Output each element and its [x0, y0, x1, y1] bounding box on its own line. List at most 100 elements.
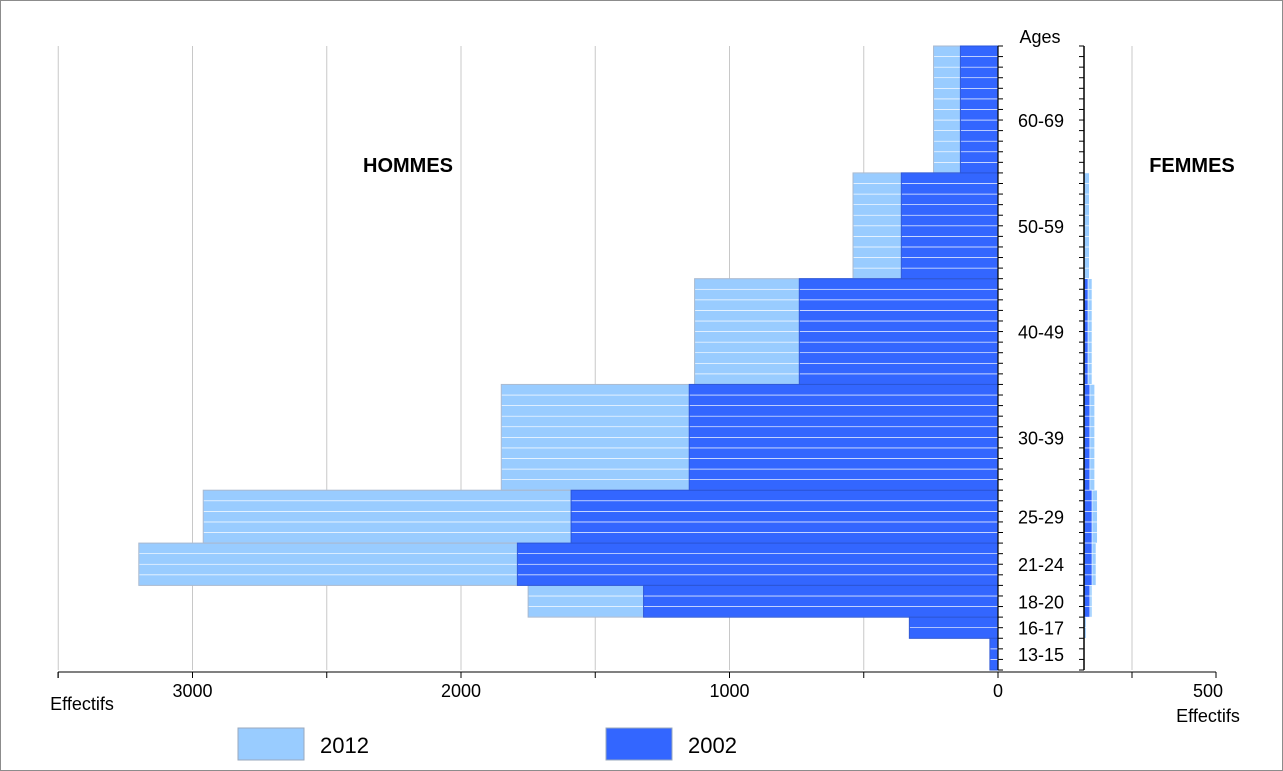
x-tick-label-hommes-1000: 1000: [709, 681, 749, 701]
bar-hommes-2002-age-66: [960, 98, 999, 110]
ages-axis-label: Ages: [1019, 27, 1060, 47]
bar-femmes-2012-age-57: [1083, 193, 1090, 205]
age-label-25-29: 25-29: [1018, 508, 1064, 528]
bars-2002: [516, 45, 1093, 671]
x-tick-label-hommes-3000: 3000: [172, 681, 212, 701]
bar-hommes-2002-age-70: [960, 56, 999, 68]
bar-hommes-2002-age-35: [688, 426, 999, 438]
bar-hommes-2002-age-24: [517, 542, 999, 554]
bar-hommes-2002-age-37: [688, 405, 999, 417]
bar-femmes-2012-age-58: [1083, 183, 1090, 195]
bar-femmes-2002-age-19: [1083, 595, 1091, 607]
bar-hommes-2002-age-52: [901, 246, 999, 258]
bar-hommes-2002-age-29: [570, 489, 999, 502]
bar-hommes-2002-age-22: [517, 563, 999, 576]
bar-hommes-2002-age-27: [570, 511, 999, 523]
age-label-16-17: 16-17: [1018, 619, 1064, 639]
legend-swatch-2012: [237, 727, 305, 761]
bar-hommes-2002-age-13: [989, 659, 999, 671]
bar-hommes-2002-age-40: [799, 373, 999, 385]
age-label-21-24: 21-24: [1018, 555, 1064, 575]
age-label-bg-25-29: [1004, 505, 1078, 528]
age-label-60-69: 60-69: [1018, 111, 1064, 131]
x-tick-label-hommes-2000: 2000: [441, 681, 481, 701]
bar-hommes-2002-age-64: [960, 119, 999, 131]
legend-label-2002: 2002: [688, 733, 737, 758]
x-axis-label-left: Effectifs: [50, 694, 114, 714]
bar-hommes-2002-age-62: [960, 140, 999, 153]
bar-hommes-2002-age-36: [688, 415, 999, 428]
bar-hommes-2002-age-58: [901, 183, 999, 195]
bar-femmes-2002-age-28: [1083, 500, 1093, 512]
bar-femmes-2002-age-32: [1083, 458, 1091, 470]
bar-hommes-2002-age-16: [909, 627, 999, 639]
bar-hommes-2002-age-34: [688, 437, 999, 449]
bar-femmes-2002-age-27: [1083, 511, 1093, 523]
age-label-bg-16-17: [1004, 616, 1078, 639]
bar-hommes-2002-age-23: [517, 553, 999, 565]
bar-femmes-2002-age-38: [1083, 394, 1091, 406]
bar-hommes-2002-age-59: [901, 172, 999, 184]
bar-hommes-2002-age-56: [901, 204, 999, 216]
bar-femmes-2002-age-29: [1083, 489, 1093, 502]
bar-femmes-2002-age-39: [1083, 384, 1091, 396]
bar-hommes-2002-age-15: [989, 637, 999, 650]
bar-femmes-2012-age-51: [1083, 257, 1090, 269]
age-label-bg-18-20: [1004, 590, 1078, 613]
bar-femmes-2002-age-36: [1083, 415, 1091, 428]
x-axis-label-right: Effectifs: [1176, 706, 1240, 726]
x-tick-label-hommes-0: 0: [993, 681, 1003, 701]
bar-hommes-2002-age-39: [688, 384, 999, 396]
bar-femmes-2002-age-30: [1083, 479, 1091, 491]
bar-hommes-2002-age-54: [901, 225, 999, 237]
bar-femmes-2002-age-20: [1083, 585, 1091, 597]
bar-hommes-2002-age-50: [901, 267, 999, 279]
bar-femmes-2012-age-56: [1083, 204, 1090, 216]
axes-layer: [57, 45, 1217, 678]
age-label-bg-13-15: [1004, 643, 1078, 666]
bar-hommes-2002-age-26: [570, 521, 999, 533]
bar-femmes-2012-age-52: [1083, 246, 1090, 258]
age-label-18-20: 18-20: [1018, 592, 1064, 612]
bar-femmes-2012-age-50: [1083, 267, 1090, 279]
bar-femmes-2012-age-54: [1083, 225, 1090, 237]
age-label-bg-50-59: [1004, 214, 1078, 237]
bar-hommes-2002-age-17: [909, 616, 999, 628]
hommes-title: HOMMES: [363, 155, 453, 177]
bar-femmes-2002-age-21: [1083, 574, 1093, 586]
bar-hommes-2002-age-33: [688, 447, 999, 459]
bar-femmes-2002-age-24: [1083, 542, 1093, 554]
bar-femmes-2002-age-18: [1083, 606, 1091, 618]
bar-hommes-2002-age-48: [799, 288, 999, 301]
bar-femmes-2012-age-53: [1083, 236, 1090, 248]
age-label-13-15: 13-15: [1018, 645, 1064, 665]
bar-femmes-2002-age-34: [1083, 437, 1091, 449]
bar-hommes-2002-age-53: [901, 236, 999, 248]
bar-femmes-2002-age-26: [1083, 521, 1093, 533]
bar-hommes-2002-age-31: [688, 468, 999, 480]
bar-hommes-2002-age-51: [901, 257, 999, 269]
bar-femmes-2002-age-22: [1083, 563, 1093, 576]
bar-femmes-2002-age-33: [1083, 447, 1091, 459]
bar-femmes-2002-age-25: [1083, 532, 1093, 544]
bar-hommes-2002-age-20: [643, 585, 999, 597]
bar-hommes-2002-age-25: [570, 532, 999, 544]
bar-femmes-2012-age-55: [1083, 214, 1090, 227]
age-label-bg-40-49: [1004, 320, 1078, 343]
bar-hommes-2002-age-18: [643, 606, 999, 618]
bar-hommes-2002-age-41: [799, 362, 999, 375]
age-label-bg-60-69: [1004, 109, 1078, 132]
bar-hommes-2002-age-32: [688, 458, 999, 470]
bar-hommes-2002-age-43: [799, 341, 999, 354]
legend-swatch-2002: [605, 727, 673, 761]
bar-hommes-2002-age-47: [799, 299, 999, 311]
bar-femmes-2012-age-59: [1083, 172, 1090, 184]
bar-hommes-2002-age-38: [688, 394, 999, 406]
legend: 2012 2002: [237, 727, 737, 761]
bar-hommes-2002-age-28: [570, 500, 999, 512]
bar-femmes-2002-age-23: [1083, 553, 1093, 565]
age-label-50-59: 50-59: [1018, 217, 1064, 237]
bar-hommes-2002-age-71: [960, 45, 999, 57]
bar-hommes-2002-age-63: [960, 130, 999, 142]
